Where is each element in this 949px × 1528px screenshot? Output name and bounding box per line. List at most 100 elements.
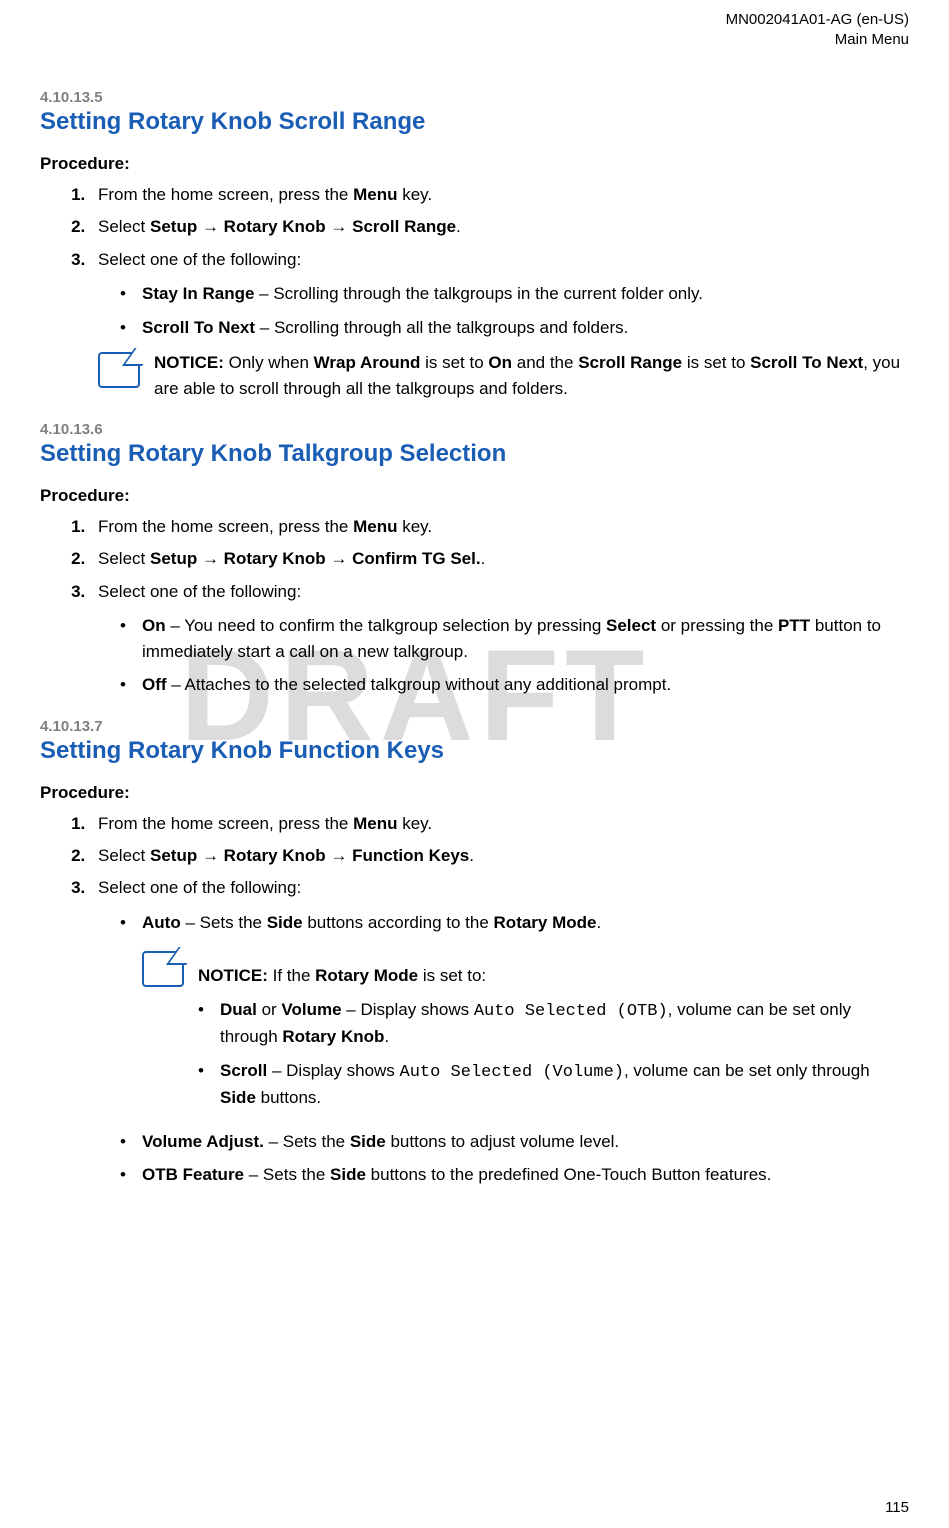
notice-bold: Scroll Range: [578, 353, 682, 372]
step-text-bold: Menu: [353, 814, 397, 833]
notice-label: NOTICE:: [154, 353, 224, 372]
section-number: 4.10.13.5: [40, 89, 909, 106]
bullet-text: – Sets the: [181, 913, 267, 932]
step-text-bold: Setup: [150, 846, 197, 865]
step-text-bold: Scroll Range: [352, 217, 456, 236]
list-item: Stay In Range – Scrolling through the ta…: [120, 281, 909, 307]
list-item: Off – Attaches to the selected talkgroup…: [120, 672, 909, 698]
notice-sublist: Dual or Volume – Display shows Auto Sele…: [198, 997, 909, 1111]
step-item: From the home screen, press the Menu key…: [90, 182, 909, 208]
bullet-text: or: [257, 1000, 282, 1019]
bullet-bold: Side: [350, 1132, 386, 1151]
bullet-text: – Display shows: [267, 1061, 399, 1080]
page-number: 115: [885, 1499, 909, 1516]
bullet-bold: Scroll To Next: [142, 318, 255, 337]
bullet-bold: Side: [220, 1088, 256, 1107]
notice-body: NOTICE: If the Rotary Mode is set to: Du…: [198, 949, 909, 1119]
bullet-bold: On: [142, 616, 166, 635]
bullet-text: – Attaches to the selected talkgroup wit…: [167, 675, 672, 694]
page-content: MN002041A01-AG (en-US) Main Menu 4.10.13…: [40, 10, 909, 1188]
bullet-text: buttons according to the: [303, 913, 494, 932]
notice-block: NOTICE: Only when Wrap Around is set to …: [98, 350, 909, 401]
step-text: Select one of the following:: [98, 250, 301, 269]
bullet-text: buttons.: [256, 1088, 321, 1107]
step-item: Select Setup → Rotary Knob → Function Ke…: [90, 843, 909, 869]
procedure-label: Procedure:: [40, 154, 909, 174]
notice-text: is set to: [682, 353, 750, 372]
notice-bold: Rotary Mode: [315, 966, 418, 985]
step-text: Select: [98, 549, 150, 568]
code-text: Auto Selected (OTB): [474, 1002, 668, 1021]
step-item: Select Setup → Rotary Knob → Scroll Rang…: [90, 214, 909, 240]
page: DRAFT MN002041A01-AG (en-US) Main Menu 4…: [0, 0, 949, 1528]
code-text: Auto Selected (Volume): [400, 1063, 624, 1082]
bullet-bold: Side: [330, 1165, 366, 1184]
bullet-bold: Auto: [142, 913, 181, 932]
section-number: 4.10.13.6: [40, 421, 909, 438]
bullet-list: Auto – Sets the Side buttons according t…: [98, 910, 909, 1188]
step-text-bold: Rotary Knob: [224, 846, 326, 865]
arrow: →: [197, 549, 223, 568]
bullet-text: .: [597, 913, 602, 932]
bullet-text: or pressing the: [656, 616, 778, 635]
step-text: Select: [98, 846, 150, 865]
arrow: →: [197, 217, 223, 236]
step-text: key.: [398, 185, 433, 204]
step-text: From the home screen, press the: [98, 517, 353, 536]
step-text: .: [456, 217, 461, 236]
bullet-bold: OTB Feature: [142, 1165, 244, 1184]
page-header: MN002041A01-AG (en-US) Main Menu: [40, 10, 909, 49]
bullet-bold: Volume: [281, 1000, 341, 1019]
notice-text: and the: [512, 353, 578, 372]
step-text: Select: [98, 217, 150, 236]
bullet-text: buttons to the predefined One-Touch Butt…: [366, 1165, 771, 1184]
step-text-bold: Confirm TG Sel.: [352, 549, 480, 568]
bullet-bold: Stay In Range: [142, 284, 254, 303]
step-item: Select Setup → Rotary Knob → Confirm TG …: [90, 546, 909, 572]
step-text-bold: Setup: [150, 549, 197, 568]
step-text-bold: Function Keys: [352, 846, 469, 865]
notice-icon: [98, 352, 140, 388]
step-text: From the home screen, press the: [98, 814, 353, 833]
step-text-bold: Menu: [353, 185, 397, 204]
notice-bold: On: [488, 353, 512, 372]
arrow: →: [326, 549, 352, 568]
step-text: key.: [398, 814, 433, 833]
step-text: .: [469, 846, 474, 865]
notice-text: is set to:: [418, 966, 486, 985]
step-text-bold: Rotary Knob: [224, 217, 326, 236]
arrow: →: [326, 846, 352, 865]
step-text: .: [481, 549, 486, 568]
procedure-label: Procedure:: [40, 486, 909, 506]
bullet-text: – Display shows: [342, 1000, 474, 1019]
notice-text: is set to: [420, 353, 488, 372]
step-item: Select one of the following: Stay In Ran…: [90, 247, 909, 401]
bullet-text: – Scrolling through the talkgroups in th…: [254, 284, 703, 303]
doc-id: MN002041A01-AG (en-US): [40, 10, 909, 30]
bullet-text: – Sets the: [244, 1165, 330, 1184]
notice-bold: Wrap Around: [314, 353, 421, 372]
notice-body: NOTICE: Only when Wrap Around is set to …: [154, 350, 909, 401]
step-text: Select one of the following:: [98, 878, 301, 897]
section-title: Setting Rotary Knob Scroll Range: [40, 108, 909, 136]
step-text-bold: Menu: [353, 517, 397, 536]
step-item: Select one of the following: On – You ne…: [90, 579, 909, 698]
notice-block: NOTICE: If the Rotary Mode is set to: Du…: [142, 949, 909, 1119]
bullet-text: .: [384, 1027, 389, 1046]
bullet-bold: Side: [267, 913, 303, 932]
section-name: Main Menu: [40, 30, 909, 50]
list-item: Volume Adjust. – Sets the Side buttons t…: [120, 1129, 909, 1155]
list-item: Auto – Sets the Side buttons according t…: [120, 910, 909, 1119]
notice-icon: [142, 951, 184, 987]
bullet-text: , volume can be set only through: [624, 1061, 870, 1080]
list-item: OTB Feature – Sets the Side buttons to t…: [120, 1162, 909, 1188]
notice-bold: Scroll To Next: [750, 353, 863, 372]
step-text-bold: Setup: [150, 217, 197, 236]
arrow: →: [197, 846, 223, 865]
procedure-label: Procedure:: [40, 783, 909, 803]
step-item: From the home screen, press the Menu key…: [90, 811, 909, 837]
notice-label: NOTICE:: [198, 966, 268, 985]
bullet-bold: Select: [606, 616, 656, 635]
bullet-bold: Dual: [220, 1000, 257, 1019]
bullet-text: – You need to confirm the talkgroup sele…: [166, 616, 606, 635]
